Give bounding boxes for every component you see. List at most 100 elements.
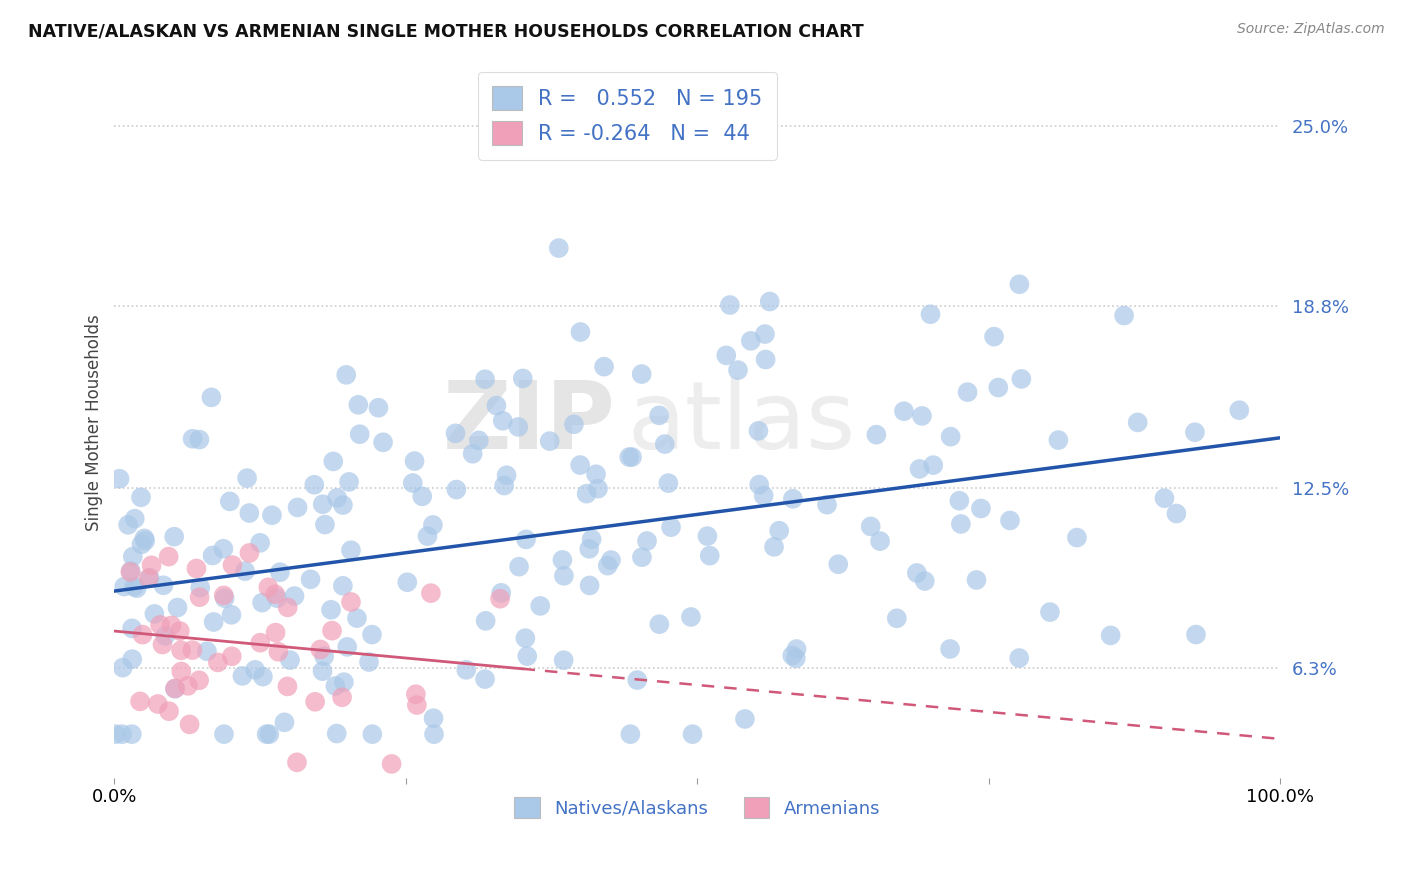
Point [309, 642, 332, 657]
Point [221, 649, 243, 664]
Point [914, 574, 936, 588]
Point [621, 450, 644, 464]
Point [422, 518, 444, 533]
Point [212, 588, 235, 602]
Point [748, 477, 770, 491]
Point [125, 581, 148, 595]
Point [998, 513, 1021, 527]
Point [141, 558, 163, 573]
Point [696, 529, 718, 543]
Point [908, 462, 931, 476]
Point [404, 454, 426, 468]
Point [325, 679, 347, 693]
Point [332, 498, 354, 512]
Point [474, 672, 496, 686]
Point [740, 334, 762, 348]
Point [423, 727, 446, 741]
Point [278, 653, 301, 667]
Point [218, 494, 240, 508]
Point [716, 348, 738, 362]
Point [494, 478, 516, 492]
Point [396, 575, 419, 590]
Text: ZIP: ZIP [443, 377, 616, 469]
Point [1153, 491, 1175, 505]
Point [489, 586, 512, 600]
Point [201, 549, 224, 563]
Point [654, 437, 676, 451]
Point [411, 489, 433, 503]
Point [516, 649, 538, 664]
Point [138, 571, 160, 585]
Point [155, 629, 177, 643]
Point [314, 649, 336, 664]
Point [920, 307, 942, 321]
Point [131, 627, 153, 641]
Point [152, 638, 174, 652]
Point [259, 727, 281, 741]
Point [1039, 605, 1062, 619]
Point [763, 540, 786, 554]
Point [152, 578, 174, 592]
Point [758, 294, 780, 309]
Point [578, 541, 600, 556]
Point [367, 401, 389, 415]
Point [659, 520, 682, 534]
Point [965, 573, 987, 587]
Point [179, 717, 201, 731]
Point [886, 611, 908, 625]
Point [446, 483, 468, 497]
Point [1166, 507, 1188, 521]
Point [337, 475, 360, 489]
Point [157, 549, 180, 564]
Text: NATIVE/ALASKAN VS ARMENIAN SINGLE MOTHER HOUSEHOLDS CORRELATION CHART: NATIVE/ALASKAN VS ARMENIAN SINGLE MOTHER… [28, 22, 863, 40]
Point [117, 517, 139, 532]
Point [231, 669, 253, 683]
Point [562, 417, 585, 432]
Point [146, 697, 169, 711]
Point [827, 558, 849, 572]
Point [1227, 403, 1250, 417]
Point [508, 559, 530, 574]
Point [166, 600, 188, 615]
Point [1010, 372, 1032, 386]
Point [131, 537, 153, 551]
Point [619, 727, 641, 741]
Point [734, 712, 756, 726]
Text: atlas: atlas [627, 377, 856, 469]
Point [596, 558, 619, 573]
Point [188, 433, 211, 447]
Point [869, 534, 891, 549]
Point [636, 533, 658, 548]
Point [336, 640, 359, 654]
Point [347, 398, 370, 412]
Point [754, 327, 776, 342]
Point [260, 508, 283, 523]
Point [782, 491, 804, 506]
Point [859, 519, 882, 533]
Point [212, 727, 235, 741]
Point [188, 673, 211, 688]
Point [786, 642, 808, 657]
Point [948, 493, 970, 508]
Point [752, 489, 775, 503]
Point [157, 704, 180, 718]
Point [299, 572, 322, 586]
Point [111, 727, 134, 741]
Point [508, 420, 530, 434]
Point [547, 241, 569, 255]
Point [419, 586, 441, 600]
Point [529, 599, 551, 613]
Point [257, 580, 280, 594]
Point [956, 385, 979, 400]
Point [169, 624, 191, 638]
Point [586, 482, 609, 496]
Point [330, 690, 353, 705]
Point [569, 458, 592, 472]
Point [186, 561, 208, 575]
Point [333, 675, 356, 690]
Point [893, 404, 915, 418]
Point [1184, 425, 1206, 440]
Point [515, 631, 537, 645]
Point [104, 727, 127, 741]
Point [163, 530, 186, 544]
